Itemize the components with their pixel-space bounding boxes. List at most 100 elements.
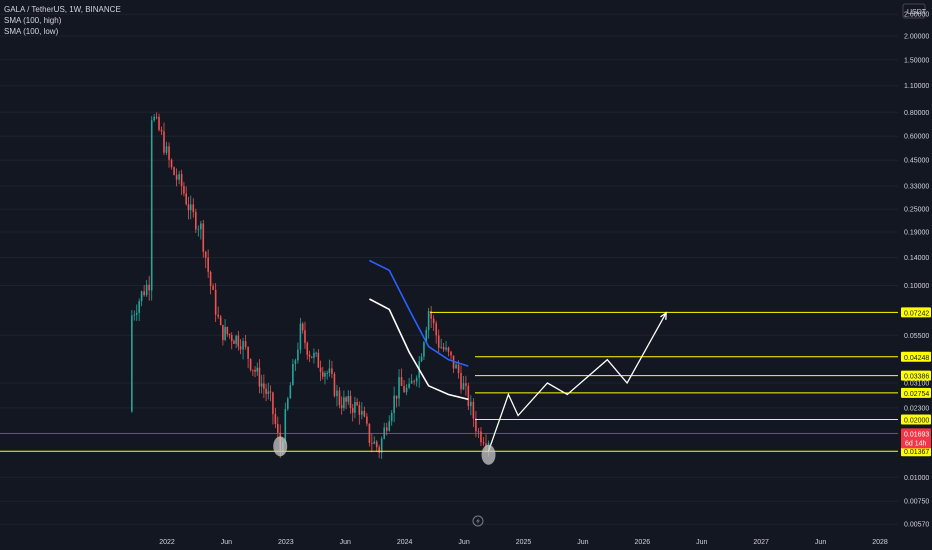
currency-box xyxy=(902,3,926,19)
sma-high-line xyxy=(369,259,469,367)
candle-body xyxy=(390,413,393,422)
candle-body xyxy=(230,335,233,341)
candle-body xyxy=(256,367,259,372)
candle-body xyxy=(472,401,475,419)
candle-body xyxy=(189,204,192,211)
candle-body xyxy=(242,341,244,350)
candle-body xyxy=(442,347,445,350)
candle-body xyxy=(272,392,274,415)
x-tick-label: 2026 xyxy=(635,539,651,546)
candle-body xyxy=(326,372,328,374)
candle-body xyxy=(135,312,138,315)
chart-icons[interactable] xyxy=(472,515,484,527)
candle-body xyxy=(194,211,197,230)
x-tick-label: 2027 xyxy=(753,539,769,546)
legend-sma-low[interactable]: SMA (100, low) xyxy=(4,27,59,36)
candle-body xyxy=(338,390,341,406)
candle-body xyxy=(450,351,452,356)
candle-body xyxy=(403,385,405,393)
candle-body xyxy=(427,311,430,330)
candle-body xyxy=(207,257,209,272)
candle-body xyxy=(395,395,398,399)
candle-body xyxy=(378,447,380,453)
y-tick-label: 1.50000 xyxy=(904,57,929,64)
candle-body xyxy=(482,442,485,444)
current-price-tag xyxy=(901,428,931,449)
candle-body xyxy=(385,427,388,431)
legend-symbol[interactable]: GALA / TetherUS, 1W, BINANCE xyxy=(4,5,121,14)
price-tags: 0.07242 0.04248 0.03386 0.02754 0.02000 0.013… xyxy=(901,307,931,457)
candle-body xyxy=(333,373,336,397)
candle-body xyxy=(131,315,133,412)
level-tag-label: 0.07242 xyxy=(904,310,929,317)
candle-body xyxy=(158,116,160,130)
candle-body xyxy=(160,129,163,132)
candle-body xyxy=(331,368,333,374)
y-tick-label: 2.00000 xyxy=(904,33,929,40)
y-tick-label: 1.10000 xyxy=(904,83,929,90)
candle-body xyxy=(349,395,352,408)
candle-body xyxy=(356,402,358,406)
candle-body xyxy=(228,333,231,336)
candle-body xyxy=(249,358,252,370)
candle-body xyxy=(308,354,311,357)
candle-body xyxy=(324,373,326,377)
circled-low-marker xyxy=(273,436,288,457)
candle-body xyxy=(187,204,190,211)
level-tag xyxy=(901,446,931,457)
candle-body xyxy=(297,349,299,361)
level-tag-label: 0.04248 xyxy=(904,355,929,362)
candle-body xyxy=(265,388,267,394)
time-axis[interactable]: 2022 Jun 2023 Jun 2024 Jun 2025 Jun 2026 Jun 2027 J… xyxy=(0,538,898,550)
y-tick-label: 0.80000 xyxy=(904,110,929,117)
candle-body xyxy=(420,356,423,362)
candle-body xyxy=(145,284,148,296)
candle-body xyxy=(301,323,304,331)
level-tag-label: 0.02000 xyxy=(904,418,929,425)
candle-body xyxy=(183,186,185,194)
y-tick-label: 0.19000 xyxy=(904,230,929,237)
y-tick-label: 0.60000 xyxy=(904,134,929,141)
candle-body xyxy=(267,391,270,394)
y-tick-label: 0.10000 xyxy=(904,283,929,290)
level-tag xyxy=(901,414,931,425)
candle-body xyxy=(345,397,347,402)
y-tick-label: 2.60000 xyxy=(904,12,929,19)
candle-body xyxy=(165,146,168,153)
candle-body xyxy=(425,329,428,343)
candle-body xyxy=(163,131,165,153)
y-tick-label: 0.02300 xyxy=(904,405,929,412)
candle-body xyxy=(400,377,403,386)
candle-body xyxy=(192,204,195,212)
candle-body xyxy=(222,324,224,340)
level-tag xyxy=(901,351,931,362)
candle-body xyxy=(263,383,265,389)
candle-body xyxy=(465,383,467,386)
candle-body xyxy=(168,146,170,160)
projection-path xyxy=(487,311,667,452)
candle-body xyxy=(226,327,229,334)
candle-body xyxy=(170,159,173,168)
candle-body xyxy=(380,438,383,453)
x-tick-label: Jun xyxy=(221,539,232,546)
candle-body xyxy=(415,377,418,382)
candle-body xyxy=(485,443,487,447)
candle-body xyxy=(175,174,178,180)
circled-low-marker xyxy=(481,444,496,465)
y-tick-label: 0.25000 xyxy=(904,207,929,214)
candle-body xyxy=(277,424,279,433)
candle-body xyxy=(361,410,363,415)
level-tag-label: 0.01367 xyxy=(904,449,929,456)
x-tick-label: 2024 xyxy=(397,539,413,546)
candle-body xyxy=(435,323,438,336)
candle-body xyxy=(410,380,413,384)
sma-low-line xyxy=(369,298,469,401)
candle-body xyxy=(197,229,200,231)
candle-body xyxy=(313,352,315,358)
candle-body xyxy=(354,402,356,413)
legend-sma-high[interactable]: SMA (100, high) xyxy=(4,16,62,25)
candle-body xyxy=(480,431,482,443)
sma-lines xyxy=(369,259,469,401)
